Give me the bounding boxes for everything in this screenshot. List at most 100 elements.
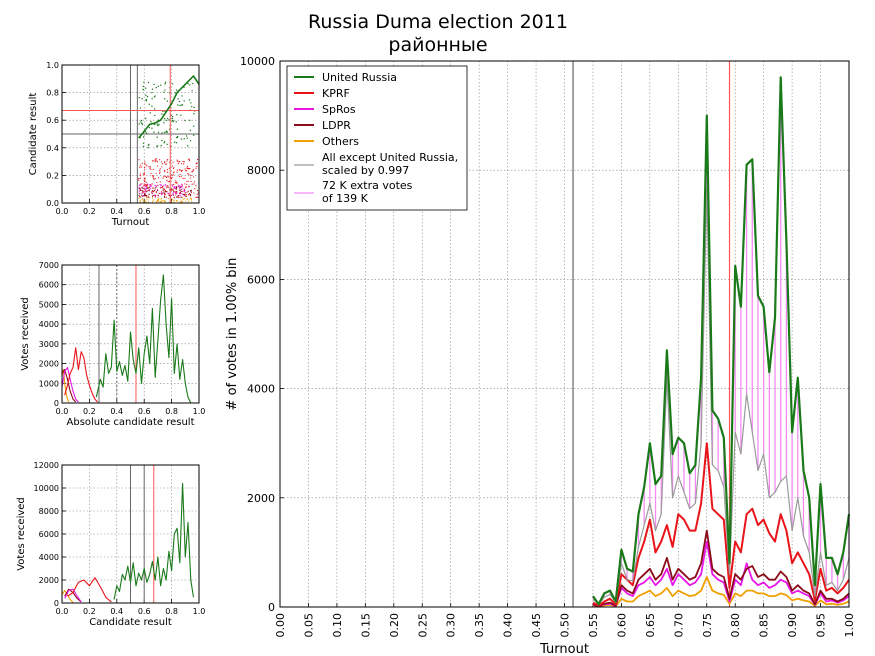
scatter-point-kprf — [172, 161, 174, 163]
scatter-point-others — [147, 201, 150, 203]
scatter-point-kprf — [188, 173, 190, 175]
scatter-point-others — [181, 200, 183, 202]
scatter-point-united-russia — [144, 87, 147, 89]
scatter-point-spros — [181, 186, 183, 188]
scatter-point-kprf — [143, 184, 146, 186]
x-tick-label: 0.50 — [559, 613, 572, 638]
scatter-point-kprf — [162, 163, 164, 165]
scatter-point-united-russia — [140, 122, 143, 125]
scatter-point-kprf — [178, 175, 181, 178]
scatter-point-kprf — [158, 169, 161, 171]
scatter-point-ldpr — [153, 189, 156, 192]
scatter-point-kprf — [161, 166, 163, 168]
scatter-point-united-russia — [166, 131, 169, 133]
scatter-point-united-russia — [161, 113, 163, 115]
y-tick-label: 0 — [54, 399, 59, 408]
scatter-point-kprf — [164, 194, 166, 196]
y-tick-label: 0.6 — [46, 116, 59, 125]
y-tick-label: 4000 — [39, 320, 59, 329]
scatter-point-united-russia — [189, 84, 191, 86]
scatter-point-united-russia — [188, 119, 191, 121]
scatter-point-spros — [144, 186, 146, 188]
scatter-point-united-russia — [193, 134, 195, 136]
scatter-point-kprf — [148, 166, 150, 168]
scatter-point-others — [152, 200, 154, 203]
scatter-point-united-russia — [175, 121, 177, 123]
scatter-point-others — [146, 196, 148, 199]
scatter-point-kprf — [143, 177, 145, 179]
y-tick-label: 6000 — [39, 530, 59, 539]
scatter-point-ldpr — [140, 189, 142, 192]
scatter-point-ldpr — [190, 189, 192, 191]
scatter-point-united-russia — [176, 114, 178, 116]
scatter-point-kprf — [191, 171, 193, 173]
scatter-point-spros — [139, 183, 141, 186]
scatter-point-kprf — [176, 181, 178, 183]
scatter-point-spros — [149, 188, 152, 190]
scatter-point-spros — [174, 185, 176, 188]
scatter-point-kprf — [154, 160, 156, 163]
scatter-point-kprf — [163, 175, 165, 178]
scatter-point-ldpr — [175, 190, 177, 192]
scatter-point-kprf — [166, 176, 168, 178]
scatter-point-ldpr — [164, 191, 167, 193]
scatter-point-ldpr — [162, 189, 164, 192]
scatter-point-kprf — [165, 196, 167, 198]
scatter-point-kprf — [159, 168, 161, 170]
y-tick-label: 10000 — [240, 55, 275, 68]
scatter-point-spros — [138, 188, 140, 190]
scatter-point-kprf — [185, 186, 187, 188]
x-tick-label: 0.85 — [758, 613, 771, 638]
x-tick-label: 0.2 — [83, 207, 96, 216]
scatter-point-spros — [138, 187, 140, 189]
series-line-spros — [61, 366, 79, 403]
scatter-point-kprf — [176, 171, 178, 173]
scatter-point-spros — [149, 184, 151, 186]
scatter-point-kprf — [164, 170, 166, 173]
plot-frame — [61, 464, 200, 604]
scatter-point-united-russia — [180, 138, 183, 140]
scatter-point-kprf — [166, 179, 168, 182]
scatter-point-kprf — [179, 173, 181, 176]
scatter-point-others — [181, 196, 184, 199]
scatter-point-united-russia — [175, 142, 178, 144]
scatter-point-united-russia — [151, 92, 153, 94]
scatter-point-spros — [138, 191, 140, 193]
scatter-point-kprf — [166, 171, 169, 173]
scatter-point-kprf — [139, 166, 141, 168]
scatter-point-kprf — [185, 187, 187, 189]
scatter-point-ldpr — [141, 187, 143, 189]
scatter-point-kprf — [145, 181, 147, 184]
scatter-point-spros — [174, 187, 176, 189]
x-tick-label: 0.0 — [56, 607, 69, 616]
scatter-point-united-russia — [142, 142, 145, 144]
scatter-point-kprf — [178, 196, 180, 198]
scatter-point-ldpr — [180, 196, 182, 198]
scatter-point-kprf — [139, 189, 141, 192]
scatter-point-kprf — [174, 182, 177, 184]
scatter-point-spros — [171, 184, 173, 186]
scatter-point-united-russia — [153, 123, 156, 126]
scatter-point-united-russia — [190, 106, 193, 108]
series-line-united_russia — [113, 482, 195, 600]
scatter-point-united-russia — [163, 91, 165, 93]
scatter-point-kprf — [176, 182, 178, 184]
scatter-point-kprf — [138, 195, 141, 198]
scatter-point-ldpr — [167, 186, 169, 188]
legend-label-all_except-2: scaled by 0.997 — [322, 164, 409, 177]
scatter-point-united-russia — [163, 117, 166, 120]
scatter-point-united-russia — [153, 96, 155, 98]
scatter-point-kprf — [192, 169, 194, 171]
scatter-point-ldpr — [154, 188, 156, 190]
scatter-point-kprf — [172, 167, 175, 170]
scatter-point-others — [157, 199, 159, 201]
scatter-point-united-russia — [141, 97, 143, 100]
scatter-point-united-russia — [151, 127, 153, 129]
scatter-point-kprf — [189, 177, 191, 179]
y-axis-label: Votes received — [20, 297, 31, 371]
scatter-point-kprf — [183, 163, 185, 165]
scatter-point-kprf — [186, 167, 188, 169]
scatter-point-spros — [164, 183, 166, 186]
scatter-point-united-russia — [189, 129, 191, 131]
scatter-point-united-russia — [140, 121, 142, 123]
